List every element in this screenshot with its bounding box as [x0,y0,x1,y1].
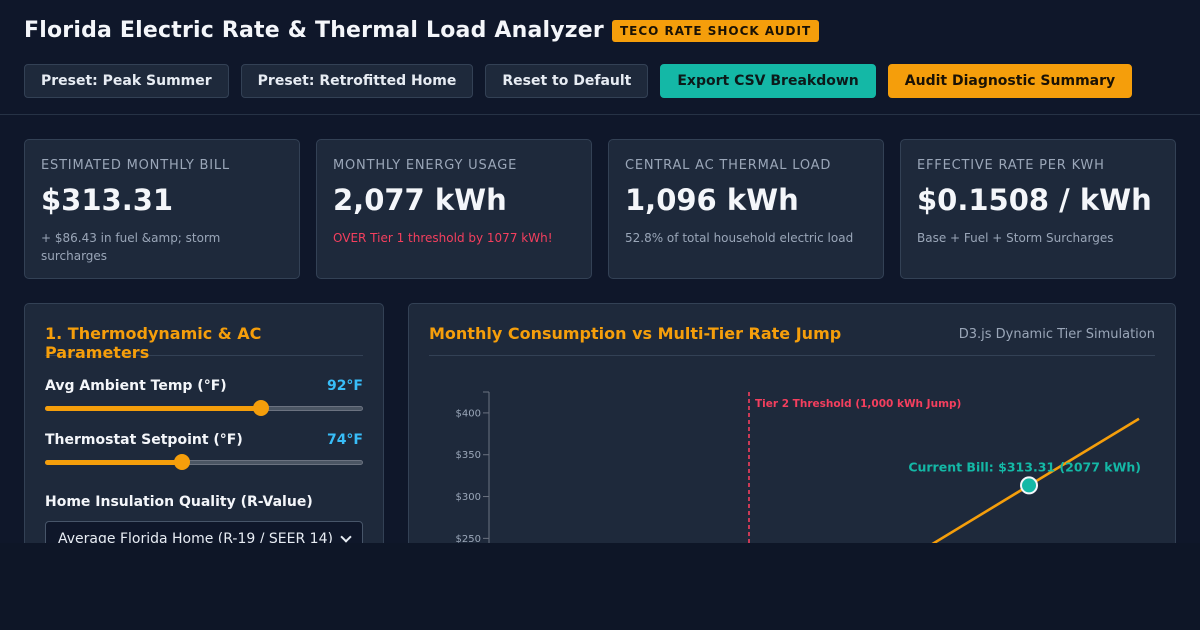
slider-thumb[interactable] [173,454,190,470]
chart-header: Monthly Consumption vs Multi-Tier Rate J… [429,324,1155,356]
card-value: $0.1508 / kWh [917,183,1152,217]
current-bill-point [1020,476,1039,495]
preset-retrofitted-home-button[interactable]: Preset: Retrofitted Home [240,64,474,98]
card-label: Central AC Thermal Load [625,158,832,173]
monthly-bill-card: Estimated Monthly Bill $313.31 + $86.43 … [24,139,300,279]
y-tick-label: $350 [456,450,481,461]
reset-default-button[interactable]: Reset to Default [485,64,649,98]
viewport: Florida Electric Rate & Thermal Load Ana… [0,0,1200,543]
insulation-selected-value: Average Florida Home (R-19 / SEER 14) [58,531,333,543]
current-bill-label: Current Bill: $313.31 (2077 kWh) [908,459,1141,474]
export-csv-button[interactable]: Export CSV Breakdown [660,64,876,98]
parameters-title: 1. Thermodynamic & AC Parameters [45,324,262,362]
audit-badge: TECO RATE SHOCK AUDIT [611,19,820,42]
parameters-header: 1. Thermodynamic & AC Parameters [45,324,363,362]
chart-title: Monthly Consumption vs Multi-Tier Rate J… [429,324,842,343]
card-value: $313.31 [41,183,174,217]
card-note: + $86.43 in fuel &amp; storm surcharges [41,231,221,263]
top-bar: Florida Electric Rate & Thermal Load Ana… [0,0,1200,115]
y-tick-label: $300 [456,492,481,503]
setpoint-label: Thermostat Setpoint (°F) [45,432,243,448]
ambient-temp-value: 92°F [326,378,363,394]
card-value: 1,096 kWh [625,183,799,217]
app-title: Florida Electric Rate & Thermal Load Ana… [24,18,604,43]
chart-subtitle: D3.js Dynamic Tier Simulation [958,327,1155,342]
card-note: Base + Fuel + Storm Surcharges [917,231,1114,245]
chevron-down-icon [340,531,352,543]
bill-series-line [931,417,1140,543]
chart-panel: Monthly Consumption vs Multi-Tier Rate J… [408,303,1176,543]
ambient-temp-label: Avg Ambient Temp (°F) [45,378,227,394]
ambient-temp-param: Avg Ambient Temp (°F) 92°F [45,378,363,416]
insulation-label: Home Insulation Quality (R-Value) [45,494,313,510]
card-note: 52.8% of total household electric load [625,231,854,245]
ambient-temp-slider[interactable] [45,400,363,416]
insulation-select[interactable]: Average Florida Home (R-19 / SEER 14) [45,521,363,543]
toolbar: Preset: Peak Summer Preset: Retrofitted … [24,64,1144,98]
slider-fill [45,460,182,465]
chart-area: $400$350$300$250$200Tier 2 Threshold (1,… [429,372,1157,543]
effective-rate-card: Effective Rate per kWh $0.1508 / kWh Bas… [900,139,1176,279]
audit-summary-button[interactable]: Audit Diagnostic Summary [887,64,1133,98]
ac-thermal-load-card: Central AC Thermal Load 1,096 kWh 52.8% … [608,139,884,279]
card-label: Effective Rate per kWh [917,158,1105,173]
card-note-warning: OVER Tier 1 threshold by 1077 kWh! [333,231,553,245]
setpoint-slider[interactable] [45,454,363,470]
y-tick-label: $250 [456,534,481,543]
tier-threshold-label: Tier 2 Threshold (1,000 kWh Jump) [755,398,961,410]
parameters-panel: 1. Thermodynamic & AC Parameters Avg Amb… [24,303,384,543]
setpoint-param: Thermostat Setpoint (°F) 74°F [45,432,363,470]
card-label: Estimated Monthly Bill [41,158,230,173]
setpoint-value: 74°F [326,432,363,448]
card-value: 2,077 kWh [333,183,507,217]
rate-chart: $400$350$300$250$200Tier 2 Threshold (1,… [456,391,1141,543]
energy-usage-card: Monthly Energy Usage 2,077 kWh OVER Tier… [316,139,592,279]
y-tick-label: $400 [456,408,481,419]
title-row: Florida Electric Rate & Thermal Load Ana… [24,18,820,43]
slider-thumb[interactable] [253,400,270,416]
preset-peak-summer-button[interactable]: Preset: Peak Summer [24,64,229,98]
slider-fill [45,406,262,411]
kpi-cards: Estimated Monthly Bill $313.31 + $86.43 … [24,139,1192,279]
card-label: Monthly Energy Usage [333,158,518,173]
